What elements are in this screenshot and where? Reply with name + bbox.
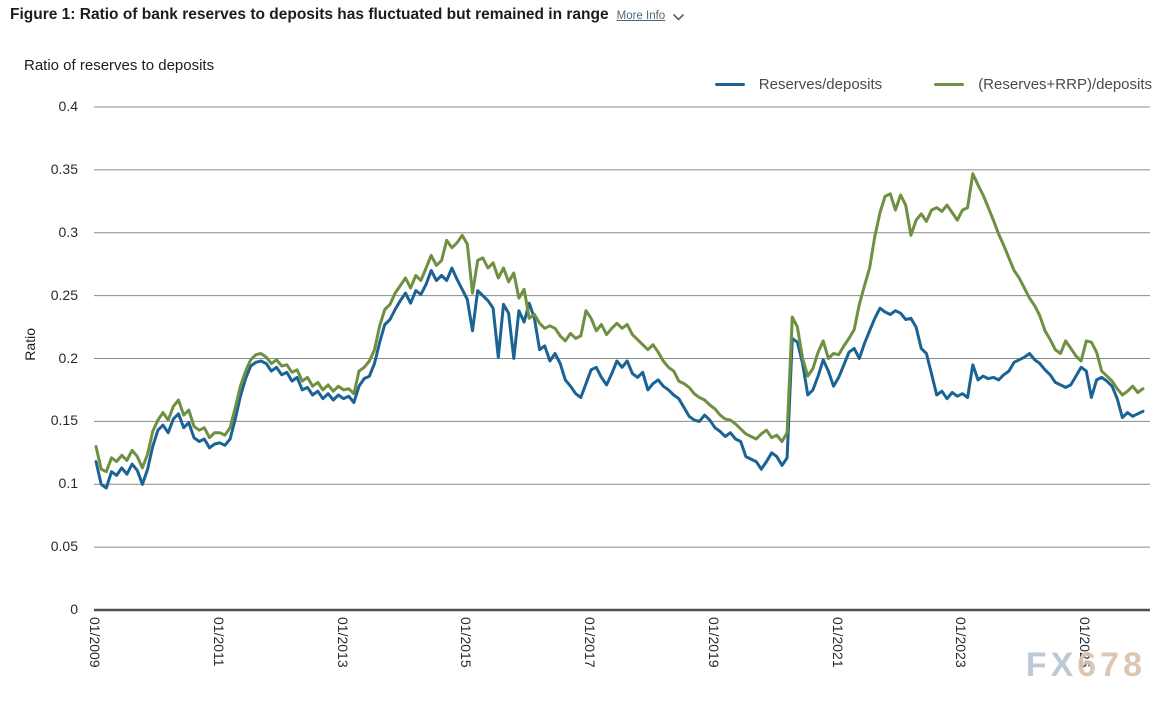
more-info-link[interactable]: More Info (616, 10, 666, 22)
series-line-reserves (94, 266, 1145, 490)
y-tick-label: 0.05 (50, 538, 78, 554)
chevron-down-icon[interactable] (673, 8, 684, 26)
legend-label: (Reserves+RRP)/deposits (978, 76, 1152, 93)
x-tick-label: 01/2011 (211, 617, 227, 667)
x-tick-label: 01/2019 (706, 617, 722, 668)
figure-title: Figure 1: Ratio of bank reserves to depo… (10, 6, 609, 23)
x-tick-label: 01/2013 (335, 617, 351, 668)
legend: Reserves/deposits (Reserves+RRP)/deposit… (714, 76, 1152, 93)
legend-line-swatch-green (934, 82, 965, 87)
y-tick-label: 0 (70, 601, 78, 617)
y-tick-label: 0.1 (58, 475, 78, 491)
y-tick-label: 0.4 (58, 98, 78, 114)
x-tick-label: 01/2025 (1077, 617, 1093, 668)
y-tick-label: 0.15 (50, 412, 78, 428)
y-tick-label: 0.35 (50, 161, 78, 177)
series-line-reserves-rrp (94, 172, 1145, 474)
legend-line-swatch-blue (714, 82, 745, 87)
x-tick-label: 01/2023 (953, 617, 969, 668)
legend-label: Reserves/deposits (758, 76, 883, 93)
y-tick-label: 0.2 (58, 350, 78, 366)
x-tick-label: 01/2015 (458, 617, 474, 668)
y-tick-label: 0.3 (58, 224, 78, 240)
x-tick-label: 01/2017 (582, 617, 598, 668)
figure-header: Figure 1: Ratio of bank reserves to depo… (10, 6, 684, 24)
legend-item-reserves: Reserves/deposits (714, 76, 883, 93)
legend-item-reserves-rrp: (Reserves+RRP)/deposits (934, 76, 1152, 93)
chart-subtitle: Ratio of reserves to deposits (24, 57, 215, 74)
y-tick-label: 0.25 (50, 287, 78, 303)
x-tick-label: 01/2021 (830, 617, 846, 668)
x-tick-label: 01/2009 (87, 617, 103, 668)
